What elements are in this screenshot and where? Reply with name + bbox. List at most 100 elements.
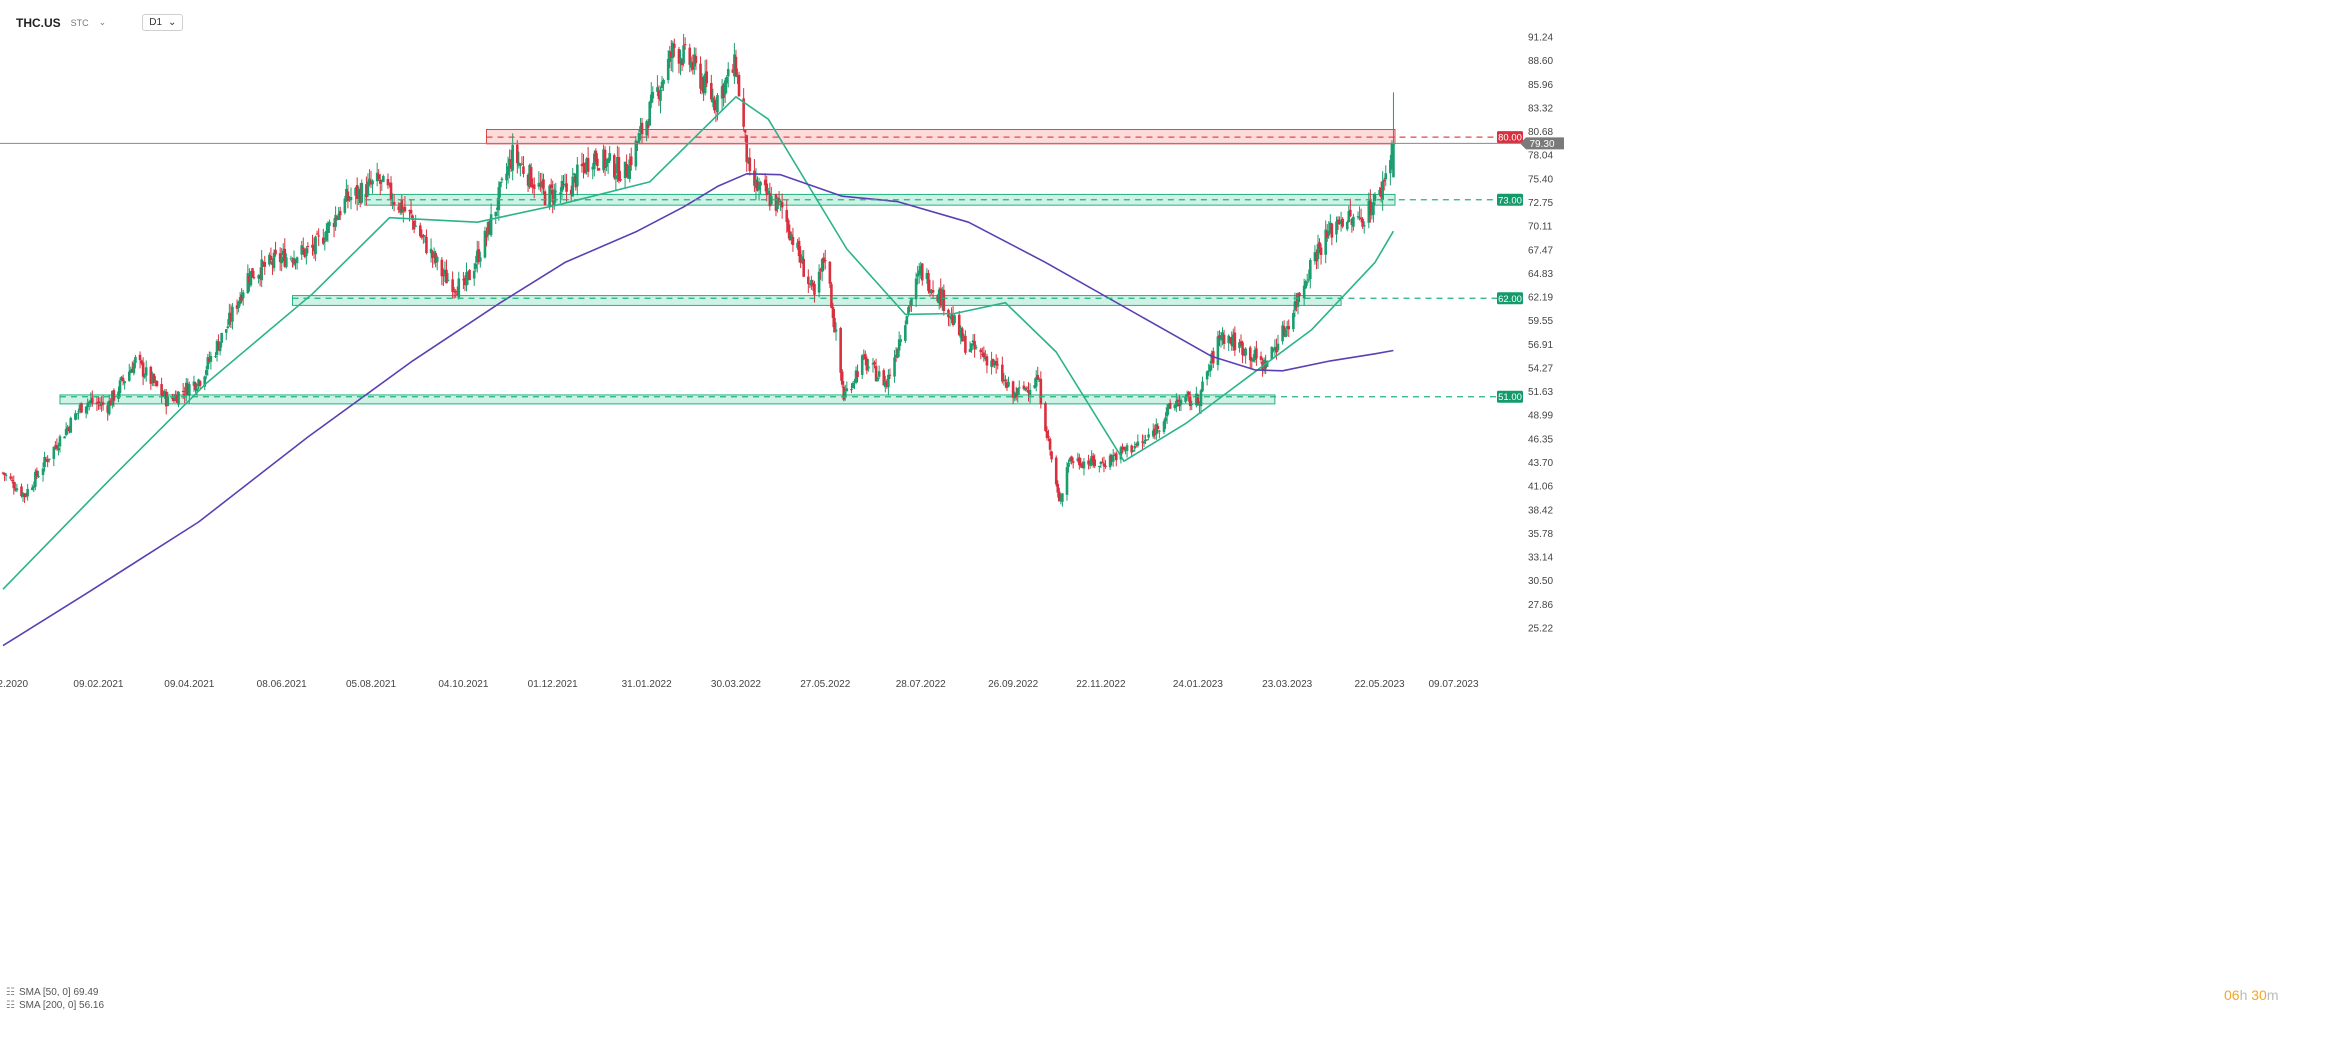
x-tick-label: 22.11.2022 <box>1076 679 1126 690</box>
candle-body <box>1082 461 1086 469</box>
candle-down <box>756 176 759 192</box>
candle-body <box>111 390 114 406</box>
candle-up <box>177 391 180 408</box>
candle-body <box>680 60 684 66</box>
candle-body <box>274 249 277 255</box>
candle-up <box>645 119 648 142</box>
candle-up <box>414 214 417 227</box>
candle-up <box>43 451 46 472</box>
candle-body <box>14 488 17 491</box>
candle-down <box>586 147 590 178</box>
candle-down <box>452 286 456 299</box>
candle-up <box>34 468 37 491</box>
candle-down <box>409 199 413 218</box>
y-tick-label: 41.06 <box>1528 482 1553 493</box>
candle-body <box>637 133 641 143</box>
candle-body <box>164 391 168 407</box>
candle-down <box>303 248 307 259</box>
candle-body <box>411 215 414 220</box>
candle-body <box>23 493 26 498</box>
candle-up <box>862 349 866 361</box>
candle-body <box>1270 346 1274 359</box>
candle-up <box>572 172 576 183</box>
candle-up <box>668 46 672 69</box>
candle-body <box>386 179 390 186</box>
legend-item-sma200[interactable]: ☷ SMA [200, 0] 56.16 <box>6 999 104 1012</box>
candle-body <box>1007 381 1010 387</box>
candle-body <box>1124 449 1127 451</box>
candle-body <box>1313 252 1317 262</box>
candle-body <box>123 381 126 384</box>
candle-up <box>1179 396 1183 412</box>
candle-body <box>937 289 941 304</box>
candle-body <box>736 74 739 78</box>
candle-up <box>606 157 610 174</box>
candle-down <box>1188 391 1192 411</box>
candle-body <box>756 181 759 191</box>
candle-body <box>917 270 921 276</box>
candle-down <box>1022 381 1026 391</box>
candle-body <box>790 234 793 240</box>
candle-body <box>822 257 826 263</box>
candle-up <box>117 386 120 403</box>
candle-body <box>1390 143 1394 161</box>
candle-up <box>843 384 847 401</box>
candle-body <box>931 289 935 293</box>
candle-down <box>248 268 251 292</box>
candle-body <box>766 191 770 194</box>
candle-body <box>817 271 821 293</box>
candle-down <box>321 228 325 246</box>
candle-body <box>423 235 427 237</box>
candle-body <box>442 274 445 277</box>
candle-body <box>522 166 525 174</box>
x-tick-label: 31.01.2022 <box>622 679 672 690</box>
candle-body <box>195 388 199 392</box>
candle-down <box>1078 453 1081 470</box>
candle-up <box>871 357 875 373</box>
candle-body <box>1188 396 1192 407</box>
candle-down <box>1241 340 1244 364</box>
candle-up <box>766 187 770 194</box>
candle-body <box>1190 403 1194 405</box>
candle-up <box>634 136 638 171</box>
candle-body <box>479 257 482 262</box>
y-tick-label: 70.11 <box>1528 222 1553 233</box>
candle-body <box>617 157 621 181</box>
candle-body <box>885 381 889 386</box>
candle-up <box>1007 376 1010 388</box>
candle-down <box>1134 442 1138 448</box>
candle-up <box>896 347 899 359</box>
candle-up <box>246 264 250 294</box>
candle-up <box>295 256 299 270</box>
candle-up <box>925 268 929 284</box>
candle-body <box>249 271 253 286</box>
candle-body <box>289 258 293 260</box>
candle-up <box>1002 372 1006 386</box>
candle-body <box>1090 455 1093 466</box>
symbol-chevron-down-icon[interactable]: ⌄ <box>98 17 107 27</box>
candle-body <box>843 391 847 398</box>
candle-down <box>619 170 622 182</box>
candle-body <box>506 166 510 176</box>
candle-up <box>75 413 79 420</box>
timeframe-select[interactable]: D1 ⌄ <box>142 14 184 31</box>
x-tick-label: 24.01.2023 <box>1173 679 1223 690</box>
candle-down <box>172 393 176 403</box>
candle-body <box>551 189 555 203</box>
candle-up <box>87 400 91 411</box>
candle-body <box>425 237 428 254</box>
candle-up <box>628 153 632 183</box>
candle-up <box>1207 363 1210 376</box>
candle-body <box>44 458 48 460</box>
candle-body <box>957 314 961 336</box>
candle-up <box>1136 434 1140 448</box>
candle-down <box>24 492 28 498</box>
candle-up <box>682 33 685 67</box>
candle-down <box>269 247 273 264</box>
legend-item-sma50[interactable]: ☷ SMA [50, 0] 69.49 <box>6 986 104 999</box>
symbol-label[interactable]: THC.US <box>16 15 61 30</box>
candle-body <box>645 121 648 136</box>
candle-down <box>1025 386 1029 393</box>
candle-up <box>1281 321 1284 345</box>
